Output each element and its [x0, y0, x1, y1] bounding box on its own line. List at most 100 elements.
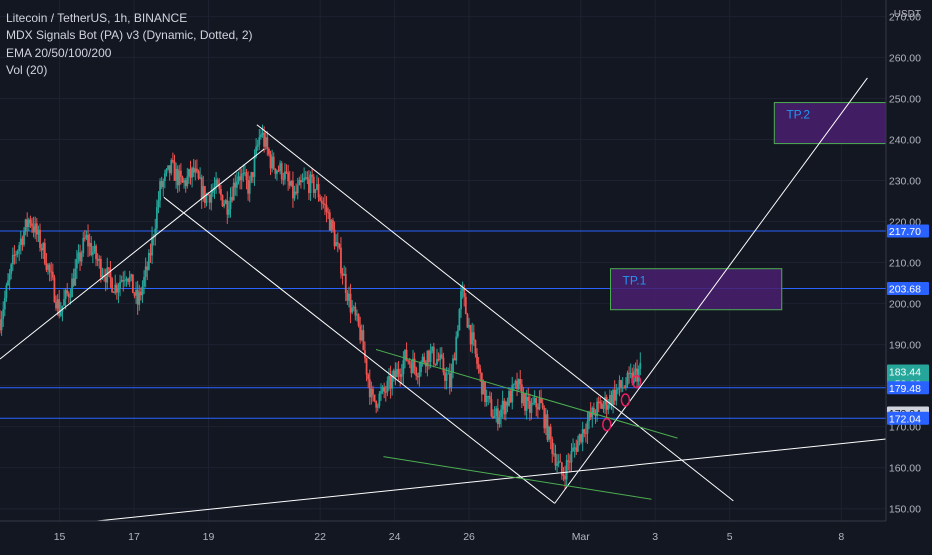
candle-body [149, 252, 152, 256]
candle-body [199, 177, 201, 179]
legend-title[interactable]: Litecoin / TetherUS, 1h, BINANCE [6, 11, 188, 25]
candle-body [562, 474, 565, 476]
candle-body [63, 299, 65, 306]
candle-body [231, 197, 234, 201]
candle-body [125, 278, 128, 281]
candle-body [588, 412, 590, 422]
candle-body [53, 277, 56, 303]
candle-body [354, 306, 357, 316]
price-tick-label: 260.00 [889, 52, 921, 64]
candle-body [34, 223, 37, 233]
candle-body [220, 189, 222, 196]
legend-indicator-volume[interactable]: Vol (20) [6, 62, 48, 77]
candle-body [51, 271, 54, 278]
candle-body [88, 242, 91, 247]
candle-body [21, 238, 24, 245]
candle-body [32, 226, 35, 233]
candle-body [532, 402, 534, 404]
price-tag [887, 224, 929, 238]
trend-line [554, 77, 868, 504]
candle-body [496, 408, 499, 425]
candle-body [436, 359, 438, 365]
candle-body [608, 394, 611, 406]
candle-body [0, 319, 1, 331]
candle-body [416, 375, 419, 378]
candle-body [7, 280, 9, 286]
candle-body [469, 325, 472, 345]
candle-body [155, 207, 158, 229]
candle-body [111, 278, 113, 293]
candle-body [189, 169, 192, 178]
candle-body [282, 179, 285, 181]
candle-body [356, 314, 358, 316]
take-profit-zone [773, 102, 886, 145]
signal-marker [602, 417, 612, 432]
candle-body [139, 291, 142, 296]
price-tag [887, 281, 929, 295]
candle-body [495, 408, 498, 417]
time-tick-label: 26 [463, 531, 475, 543]
candle-body [261, 132, 264, 135]
candle-body [194, 168, 197, 173]
candle-body [317, 184, 320, 198]
candle-body [344, 273, 347, 294]
candle-body [628, 372, 630, 374]
candle-body [24, 219, 27, 232]
candle-body [426, 350, 429, 367]
candle-body [35, 223, 38, 235]
candle-body [501, 400, 504, 410]
candle-body [575, 447, 578, 452]
candle-body [8, 273, 11, 281]
candle-body [85, 234, 88, 239]
candle-body [610, 394, 613, 405]
price-tag-label: 172.04 [889, 413, 921, 425]
candle-body [564, 475, 566, 480]
candle-body [506, 401, 509, 406]
candle-body [365, 358, 368, 375]
price-axis [886, 0, 932, 550]
candle-body [304, 177, 307, 179]
candle-body [530, 403, 533, 413]
candle-body [340, 247, 342, 274]
candle-body [432, 346, 435, 364]
candle-body [573, 447, 576, 449]
candle-body [538, 398, 541, 410]
time-tick-label: 19 [203, 531, 215, 543]
candle-body [487, 396, 490, 398]
candle-body [452, 358, 454, 373]
candle-body [59, 311, 62, 316]
candle-body [360, 330, 363, 341]
candle-body [391, 376, 394, 389]
candle-body [546, 414, 549, 440]
time-tick-label: 24 [389, 531, 401, 543]
time-tick-label: 8 [838, 531, 844, 543]
candle-body [290, 180, 293, 186]
candle-body [216, 179, 219, 186]
candle-body [39, 229, 41, 248]
candle-body [480, 372, 483, 395]
candle-body [584, 433, 587, 435]
candle-body [359, 325, 362, 341]
legend-indicator-ema[interactable]: EMA 20/50/100/200 [6, 45, 112, 60]
candle-body [11, 254, 14, 265]
candle-body [418, 372, 421, 378]
candle-body [372, 388, 374, 395]
candle-body [96, 259, 99, 261]
candle-body [524, 393, 526, 411]
candle-body [420, 362, 422, 373]
candle-body [413, 358, 416, 368]
candle-body [535, 397, 538, 408]
candle-body [357, 314, 360, 326]
wedge-line [383, 456, 652, 500]
legend-indicator-signals[interactable]: MDX Signals Bot (PA) v3 (Dynamic, Dotted… [6, 28, 253, 43]
candle-body [101, 275, 104, 277]
candle-body [437, 359, 440, 361]
signal-marker [631, 374, 642, 389]
candle-body [203, 186, 206, 203]
candle-body [312, 176, 315, 193]
candle-body [308, 179, 310, 194]
candle-body [26, 219, 29, 227]
candle-body [160, 181, 163, 188]
